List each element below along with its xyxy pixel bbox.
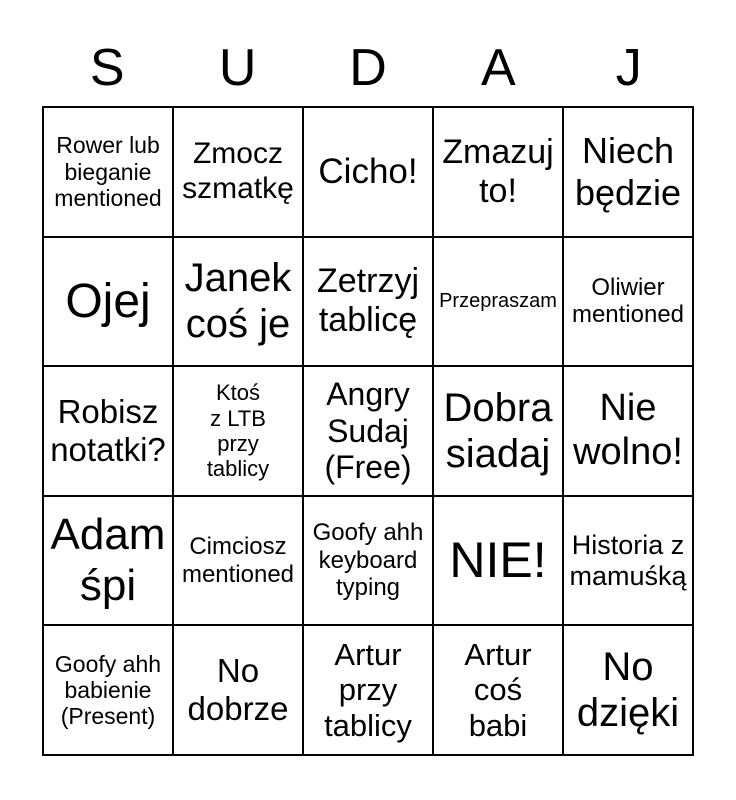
bingo-cell-r3c4[interactable]: Dobra siadaj [434, 367, 562, 495]
bingo-title-letters: S U D A J [42, 42, 694, 94]
bingo-cell-r3c5[interactable]: Nie wolno! [564, 367, 692, 495]
bingo-cell-r2c5[interactable]: Oliwier mentioned [564, 237, 692, 366]
bingo-cell-r1c1[interactable]: Rower lub bieganie mentioned [44, 108, 172, 236]
bingo-cell-r1c5[interactable]: Niech będzie [564, 108, 692, 236]
bingo-cell-r3c2[interactable]: Ktoś z LTB przy tablicy [174, 367, 302, 495]
bingo-cell-r5c2[interactable]: No dobrze [174, 626, 302, 754]
bingo-cell-r2c3[interactable]: Zetrzyj tablicę [304, 237, 432, 366]
title-letter-s: S [89, 39, 125, 97]
bingo-cell-r4c1[interactable]: Adam śpi [44, 496, 172, 625]
bingo-cell-r4c4[interactable]: NIE! [434, 496, 562, 625]
bingo-cell-r4c2[interactable]: Cimciosz mentioned [174, 496, 302, 625]
bingo-cell-r1c3[interactable]: Cicho! [304, 108, 432, 236]
title-letter-d: D [349, 39, 387, 97]
bingo-cell-r3c3[interactable]: Angry Sudaj (Free) [304, 367, 432, 495]
bingo-cell-r5c3[interactable]: Artur przy tablicy [304, 626, 432, 754]
bingo-cell-r2c1[interactable]: Ojej [44, 237, 172, 366]
title-letter-a: A [481, 39, 516, 97]
bingo-cell-r1c2[interactable]: Zmocz szmatkę [174, 108, 302, 236]
bingo-cell-r5c5[interactable]: No dzięki [564, 626, 692, 754]
title-letter-u: U [218, 39, 257, 97]
bingo-cell-r2c2[interactable]: Janek coś je [174, 237, 302, 366]
bingo-cell-r1c4[interactable]: Zmazuj to! [434, 108, 562, 236]
bingo-cell-r5c4[interactable]: Artur coś babi [434, 626, 562, 754]
bingo-cell-r5c1[interactable]: Goofy ahh babienie (Present) [44, 626, 172, 754]
bingo-cell-r4c3[interactable]: Goofy ahh keyboard typing [304, 496, 432, 625]
bingo-cell-r2c4[interactable]: Przepraszam [434, 237, 562, 366]
bingo-cell-r3c1[interactable]: Robisz notatki? [44, 367, 172, 495]
bingo-cell-r4c5[interactable]: Historia z mamuśką [564, 496, 692, 625]
bingo-card-grid: Rower lub bieganie mentioned Zmocz szmat… [42, 106, 694, 756]
title-letter-j: J [615, 39, 642, 97]
